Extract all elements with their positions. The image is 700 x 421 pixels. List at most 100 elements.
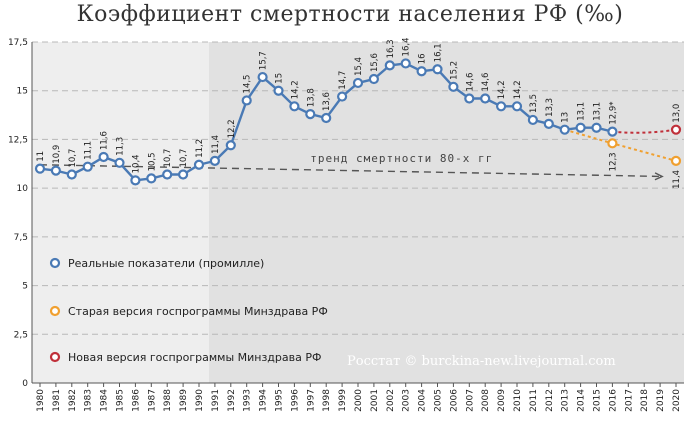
data-label-actual: 10,7	[68, 149, 78, 168]
x-tick-label: 1997	[306, 389, 316, 412]
data-point-actual	[400, 58, 411, 69]
trend-line	[39, 164, 663, 178]
x-tick-label: 1998	[322, 389, 332, 412]
data-label-actual: 16	[418, 53, 428, 64]
legend: Реальные показатели (промилле) Старая ве…	[49, 257, 328, 364]
data-label-actual: 12,9*	[608, 101, 618, 124]
data-point-old-program	[607, 138, 618, 149]
data-label-actual: 11,6	[100, 131, 110, 150]
x-tick-label: 2017	[624, 389, 634, 412]
trend-arrowhead	[654, 172, 664, 181]
data-label-actual: 10,5	[147, 152, 157, 171]
data-point-actual	[178, 169, 189, 180]
data-label-actual: 13,1	[577, 102, 587, 121]
data-label-actual: 13,5	[529, 94, 539, 113]
data-point-actual	[368, 73, 379, 85]
legend-marker-old-program	[49, 305, 61, 317]
x-tick-label: 2020	[672, 389, 682, 412]
data-label-actual: 15,6	[370, 53, 380, 72]
data-point-actual	[448, 81, 459, 92]
legend-label-new-program: Новая версия госпрограммы Минздрава РФ	[68, 351, 321, 364]
x-tick-label: 2014	[577, 389, 587, 412]
data-point-actual	[321, 112, 332, 124]
x-tick-label: 1989	[179, 389, 189, 412]
x-tick-label: 1984	[100, 389, 110, 412]
data-point-actual	[607, 126, 618, 137]
data-label-old-program: 12,3	[608, 152, 618, 171]
x-tick-label: 2002	[386, 389, 396, 412]
data-label-actual: 11	[36, 151, 46, 162]
x-tick-label: 1996	[290, 389, 300, 412]
data-point-actual	[66, 169, 77, 180]
data-label-actual: 14,5	[243, 75, 253, 94]
data-label-actual: 15,4	[354, 57, 364, 76]
data-label-actual: 14,2	[513, 80, 523, 99]
x-tick-label: 2018	[640, 389, 650, 412]
data-point-actual	[146, 173, 157, 184]
data-label-new-program: 13,0	[672, 104, 682, 123]
data-point-actual	[225, 140, 236, 151]
trend-arrow: тренд смертности 80-х гг	[39, 152, 664, 181]
data-point-actual	[496, 101, 507, 112]
data-label-actual: 11,4	[211, 135, 221, 154]
data-label-actual: 10,4	[131, 154, 141, 173]
data-label-actual: 10,7	[179, 149, 189, 168]
y-tick-label: 15	[17, 87, 28, 97]
legend-label-actual: Реальные показатели (промилле)	[68, 257, 264, 270]
data-point-old-program	[670, 155, 682, 166]
source-credit: Росстат © burckina-new.livejournal.com	[347, 354, 616, 369]
y-tick-label: 12,5	[8, 135, 28, 145]
data-point-actual	[114, 157, 125, 168]
data-point-actual	[464, 93, 475, 104]
data-point-actual	[352, 77, 364, 89]
legend-label-old-program: Старая версия госпрограммы Минздрава РФ	[68, 305, 328, 318]
period-background-1980s	[32, 42, 209, 383]
data-point-actual	[130, 175, 141, 186]
x-tick-label: 2003	[402, 389, 412, 412]
x-tick-label: 1994	[259, 389, 269, 412]
data-point-new-program	[670, 124, 682, 135]
x-tick-label: 1988	[163, 389, 173, 412]
x-tick-label: 2010	[513, 389, 523, 412]
x-tick-label: 2007	[465, 389, 475, 412]
data-point-actual	[289, 101, 300, 112]
data-point-actual	[273, 85, 284, 96]
data-label-actual: 14,2	[290, 80, 300, 99]
data-point-actual	[416, 66, 427, 77]
data-label-actual: 13,8	[306, 88, 316, 107]
data-point-actual	[432, 64, 443, 75]
data-label-actual: 14,6	[465, 73, 475, 92]
data-label-actual: 16,1	[434, 43, 444, 62]
data-point-actual	[575, 122, 586, 133]
x-tick-label: 2006	[449, 389, 459, 412]
data-label-actual: 10,9	[52, 145, 62, 164]
x-tick-label: 2011	[529, 389, 539, 412]
y-tick-label: 17,5	[8, 38, 28, 48]
data-label-actual: 13,1	[593, 102, 603, 121]
trend-label: тренд смертности 80-х гг	[310, 152, 493, 165]
y-tick-label: 0	[22, 379, 28, 389]
data-label-actual: 11,3	[116, 137, 126, 156]
x-tick-label: 2009	[497, 389, 507, 412]
x-tick-label: 2015	[593, 389, 603, 412]
data-point-actual	[591, 122, 602, 133]
x-tick-label: 1982	[68, 389, 78, 412]
x-tick-label: 2008	[481, 389, 491, 412]
data-label-old-program: 11,4	[672, 170, 682, 189]
x-tick-label: 2013	[561, 389, 571, 412]
series-line-new-program	[612, 128, 677, 134]
x-tick-label: 1981	[52, 389, 62, 412]
y-tick-label: 2,5	[14, 330, 28, 340]
data-label-actual: 15	[275, 73, 285, 84]
data-label-actual: 13,3	[545, 98, 555, 117]
data-label-actual: 16,4	[402, 37, 412, 56]
x-tick-label: 1993	[243, 389, 253, 412]
y-tick-label: 5	[22, 282, 28, 292]
x-tick-label: 2004	[418, 389, 428, 412]
data-label-actual: 11,1	[84, 141, 94, 160]
x-tick-label: 2016	[608, 389, 618, 412]
x-tick-label: 2012	[545, 389, 555, 412]
legend-marker-actual	[49, 257, 61, 269]
x-tick-label: 2000	[354, 389, 364, 412]
